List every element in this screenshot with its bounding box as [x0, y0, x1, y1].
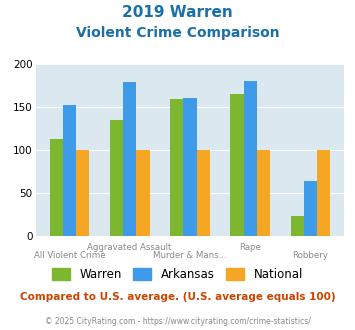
Bar — [76, 150, 89, 236]
Bar — [244, 81, 257, 236]
Text: © 2025 CityRating.com - https://www.cityrating.com/crime-statistics/: © 2025 CityRating.com - https://www.city… — [45, 317, 310, 326]
Text: Compared to U.S. average. (U.S. average equals 100): Compared to U.S. average. (U.S. average … — [20, 292, 335, 302]
Bar — [50, 139, 63, 236]
Bar — [110, 120, 123, 236]
Bar — [170, 99, 183, 236]
Bar — [304, 181, 317, 236]
Text: All Violent Crime: All Violent Crime — [34, 251, 105, 260]
Bar — [290, 216, 304, 236]
Bar — [123, 82, 136, 236]
Legend: Warren, Arkansas, National: Warren, Arkansas, National — [48, 263, 307, 286]
Bar — [257, 150, 270, 236]
Bar — [136, 150, 149, 236]
Text: Robbery: Robbery — [293, 251, 328, 260]
Text: Aggravated Assault: Aggravated Assault — [87, 243, 172, 251]
Bar — [63, 105, 76, 236]
Bar — [317, 150, 330, 236]
Bar — [183, 98, 197, 236]
Bar — [197, 150, 210, 236]
Text: 2019 Warren: 2019 Warren — [122, 5, 233, 20]
Text: Murder & Mans...: Murder & Mans... — [153, 251, 227, 260]
Text: Violent Crime Comparison: Violent Crime Comparison — [76, 26, 279, 40]
Bar — [230, 94, 244, 236]
Text: Rape: Rape — [239, 243, 261, 251]
